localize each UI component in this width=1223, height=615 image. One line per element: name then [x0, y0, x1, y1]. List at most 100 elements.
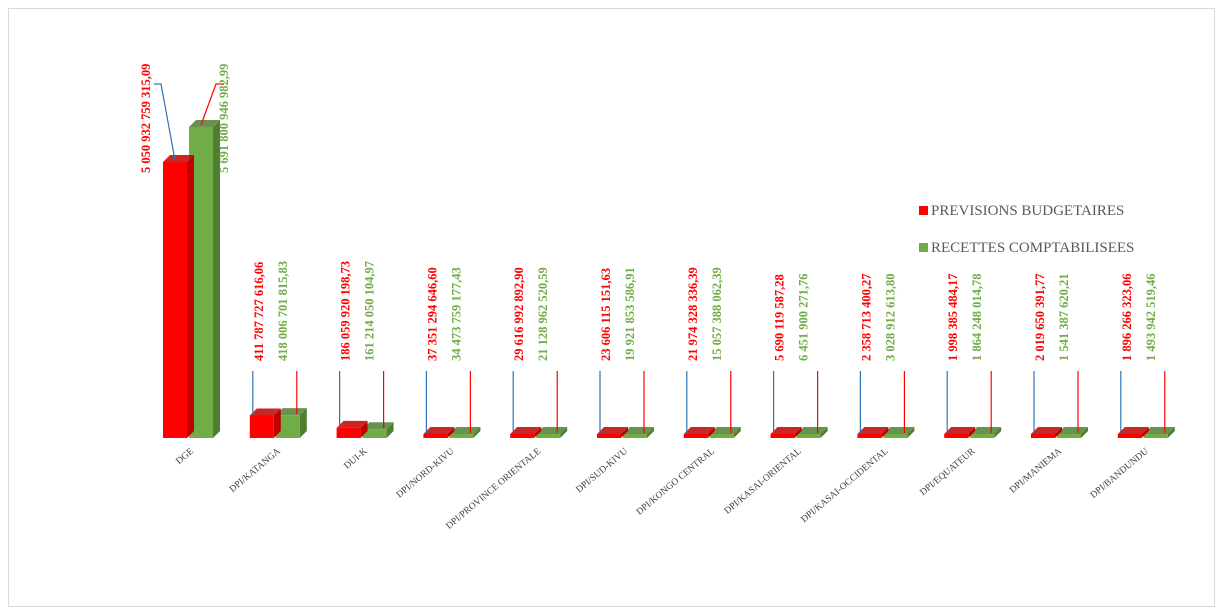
- bar-previsions-4-side: [534, 427, 542, 438]
- bar-recettes-2-top: [362, 422, 394, 430]
- bar-recettes-11: [1143, 427, 1175, 438]
- bars-layer: [163, 120, 1175, 439]
- value-label-recettes-0: 5 691 800 946 982,99: [217, 64, 231, 173]
- bar-recettes-3: [449, 427, 481, 438]
- value-label-previsions-7: 5 690 119 587,28: [773, 274, 787, 361]
- value-label-previsions-6: 21 974 328 336,39: [686, 267, 700, 361]
- bar-previsions-5-top: [597, 427, 628, 434]
- leader-line-recettes-0: [200, 83, 224, 126]
- category-labels-layer: DGE DPI/KATANGA DUI-K DPI/NORD-KIVUDPI/PROV…: [175, 446, 1151, 531]
- bar-recettes-2-front: [362, 429, 387, 438]
- bar-recettes-5: [623, 427, 654, 438]
- bar-recettes-3-side: [473, 427, 481, 438]
- bar-previsions-1: [249, 408, 281, 438]
- bar-previsions-1-side: [273, 408, 281, 438]
- bar-previsions-2-front: [336, 427, 361, 438]
- bar-recettes-4-side: [560, 427, 568, 438]
- bar-previsions-10-top: [1031, 427, 1062, 434]
- value-label-recettes-9: 1 864 248 014,78: [970, 274, 984, 361]
- bar-previsions-11-front: [1117, 434, 1142, 438]
- bar-previsions-9: [944, 427, 976, 438]
- value-label-recettes-1: 418 006 701 815,83: [276, 261, 290, 361]
- value-label-recettes-11: 1 493 942 519,46: [1144, 274, 1158, 362]
- category-label-3: DPI/NORD-KIVU: [395, 447, 457, 501]
- bar-previsions-0: [163, 155, 194, 439]
- value-label-previsions-8: 2 358 713 400,27: [859, 274, 873, 362]
- legend-swatch-recettes: [919, 243, 928, 252]
- bar-recettes-8-top: [883, 427, 915, 434]
- bar-recettes-1: [275, 408, 307, 438]
- bar-recettes-10-side: [1081, 427, 1088, 438]
- bar-previsions-6-front: [683, 434, 708, 438]
- bar-previsions-9-side: [968, 427, 976, 438]
- bar-previsions-8-top: [857, 427, 889, 434]
- bar-previsions-5: [597, 427, 628, 438]
- bar-previsions-0-side: [187, 155, 194, 439]
- bar-previsions-7-top: [770, 427, 802, 434]
- category-label-11: DPI/BANDUNDU: [1089, 447, 1151, 501]
- bar-recettes-3-front: [449, 434, 474, 438]
- bar-recettes-3-top: [449, 427, 481, 434]
- bar-previsions-8-side: [881, 427, 889, 438]
- bar-previsions-5-front: [597, 434, 621, 438]
- value-label-previsions-1: 411 787 727 616,06: [252, 262, 266, 361]
- bar-recettes-5-front: [623, 434, 647, 438]
- bar-previsions-7-front: [770, 434, 795, 438]
- legend-label-previsions: PREVISIONS BUDGETAIRES: [931, 203, 1124, 219]
- bar-previsions-1-front: [249, 415, 274, 438]
- bar-recettes-8-side: [907, 427, 915, 438]
- bar-recettes-9-front: [970, 434, 995, 438]
- bar-recettes-9-top: [970, 427, 1002, 434]
- bar-recettes-8: [883, 427, 915, 438]
- value-label-recettes-2: 161 214 050 104,97: [363, 261, 377, 361]
- bar-previsions-4: [510, 427, 542, 438]
- bar-previsions-10: [1031, 427, 1062, 438]
- bar-previsions-3: [423, 427, 455, 438]
- bar-recettes-11-front: [1143, 434, 1168, 438]
- bar-recettes-0-top: [189, 120, 220, 127]
- bar-recettes-4-front: [536, 434, 561, 438]
- bar-recettes-4-top: [536, 427, 568, 434]
- category-label-6: DPI/KONGO CENTRAL: [635, 447, 717, 518]
- bar-previsions-6-side: [707, 427, 715, 438]
- bar-recettes-1-top: [275, 408, 307, 416]
- bar-previsions-9-front: [944, 434, 969, 438]
- bar-recettes-10-top: [1057, 427, 1088, 434]
- bar-previsions-3-front: [423, 434, 448, 438]
- bar-previsions-3-top: [423, 427, 455, 434]
- bar-recettes-1-front: [275, 415, 300, 438]
- category-label-1: DPI/KATANGA: [228, 447, 283, 495]
- bar-recettes-2-side: [386, 422, 394, 438]
- leader-lines-layer: [154, 83, 1166, 433]
- category-label-10: DPI/MANIEMA: [1008, 447, 1064, 496]
- bar-recettes-9-side: [994, 427, 1002, 438]
- bar-previsions-4-front: [510, 434, 535, 438]
- bar-previsions-6: [683, 427, 715, 438]
- bar-previsions-2-top: [336, 420, 368, 428]
- bar-recettes-6-top: [709, 427, 741, 434]
- bar-recettes-1-side: [299, 408, 307, 438]
- bar-previsions-11-side: [1141, 427, 1149, 438]
- bar-previsions-0-front: [163, 162, 187, 439]
- legend: PREVISIONS BUDGETAIRES RECETTES COMPTABI…: [919, 203, 1134, 256]
- bar-recettes-4: [536, 427, 568, 438]
- bar-recettes-11-side: [1167, 427, 1175, 438]
- value-label-recettes-8: 3 028 912 613,80: [883, 274, 897, 362]
- bar-recettes-7-front: [796, 434, 821, 438]
- bar-recettes-5-top: [623, 427, 654, 434]
- value-label-recettes-10: 1 541 387 620,21: [1057, 274, 1071, 362]
- value-label-recettes-5: 19 921 853 586,91: [623, 267, 637, 361]
- value-label-previsions-4: 29 616 992 892,90: [512, 267, 526, 361]
- bar-previsions-2-side: [360, 420, 368, 438]
- bar-previsions-11-top: [1117, 427, 1149, 434]
- bar-recettes-7: [796, 427, 828, 438]
- bar-recettes-10-front: [1057, 434, 1081, 438]
- bar-recettes-9: [970, 427, 1002, 438]
- bar-previsions-10-side: [1055, 427, 1062, 438]
- bar-previsions-2: [336, 420, 368, 438]
- category-label-2: DUI-K: [342, 447, 369, 472]
- bar-recettes-2: [362, 422, 394, 438]
- leader-line-previsions-0: [154, 83, 176, 161]
- value-label-recettes-4: 21 128 962 520,59: [536, 267, 550, 361]
